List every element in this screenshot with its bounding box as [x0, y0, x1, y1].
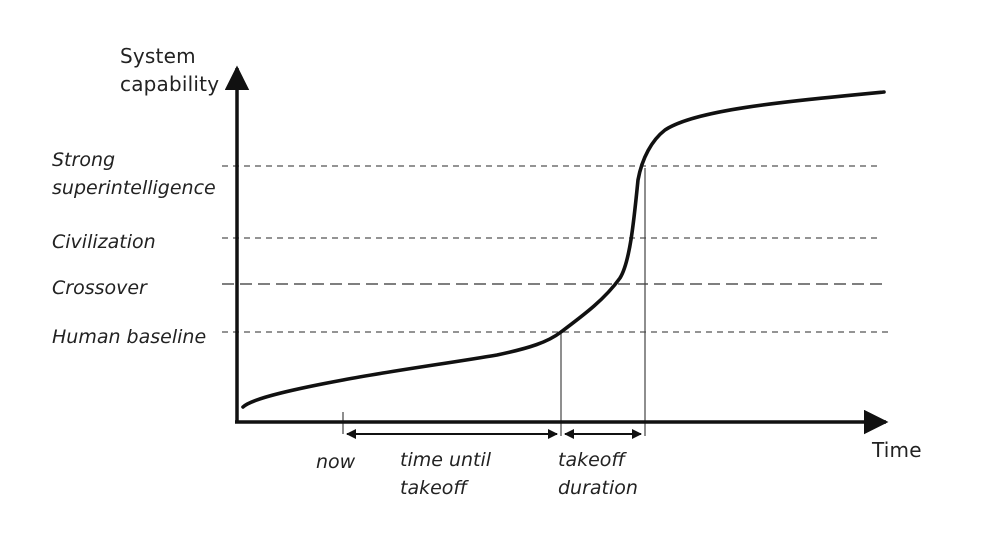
level-label-crossover: Crossover — [52, 277, 147, 299]
capability-curve — [241, 90, 886, 409]
time-until-label-line1: time until — [400, 449, 492, 471]
y-axis-label-line1: System — [120, 44, 196, 68]
y-axis-label: System capability — [120, 42, 219, 98]
takeoff-duration-label: takeoff duration — [558, 446, 638, 502]
level-label-strong-line1: Strong — [52, 149, 116, 171]
level-label-strong-line2: superintelligence — [52, 177, 216, 199]
y-axis-label-line2: capability — [120, 72, 220, 96]
time-until-label-line2: takeoff — [400, 477, 468, 499]
level-label-human-baseline: Human baseline — [52, 326, 207, 348]
now-label: now — [316, 451, 356, 473]
level-label-strong-superintelligence: Strong superintelligence — [52, 146, 216, 202]
x-axis-label: Time — [872, 438, 922, 462]
time-until-takeoff-label: time until takeoff — [400, 446, 491, 502]
takeoff-label-line2: duration — [558, 477, 638, 499]
takeoff-label-line1: takeoff — [558, 449, 626, 471]
level-label-civilization: Civilization — [52, 231, 156, 253]
